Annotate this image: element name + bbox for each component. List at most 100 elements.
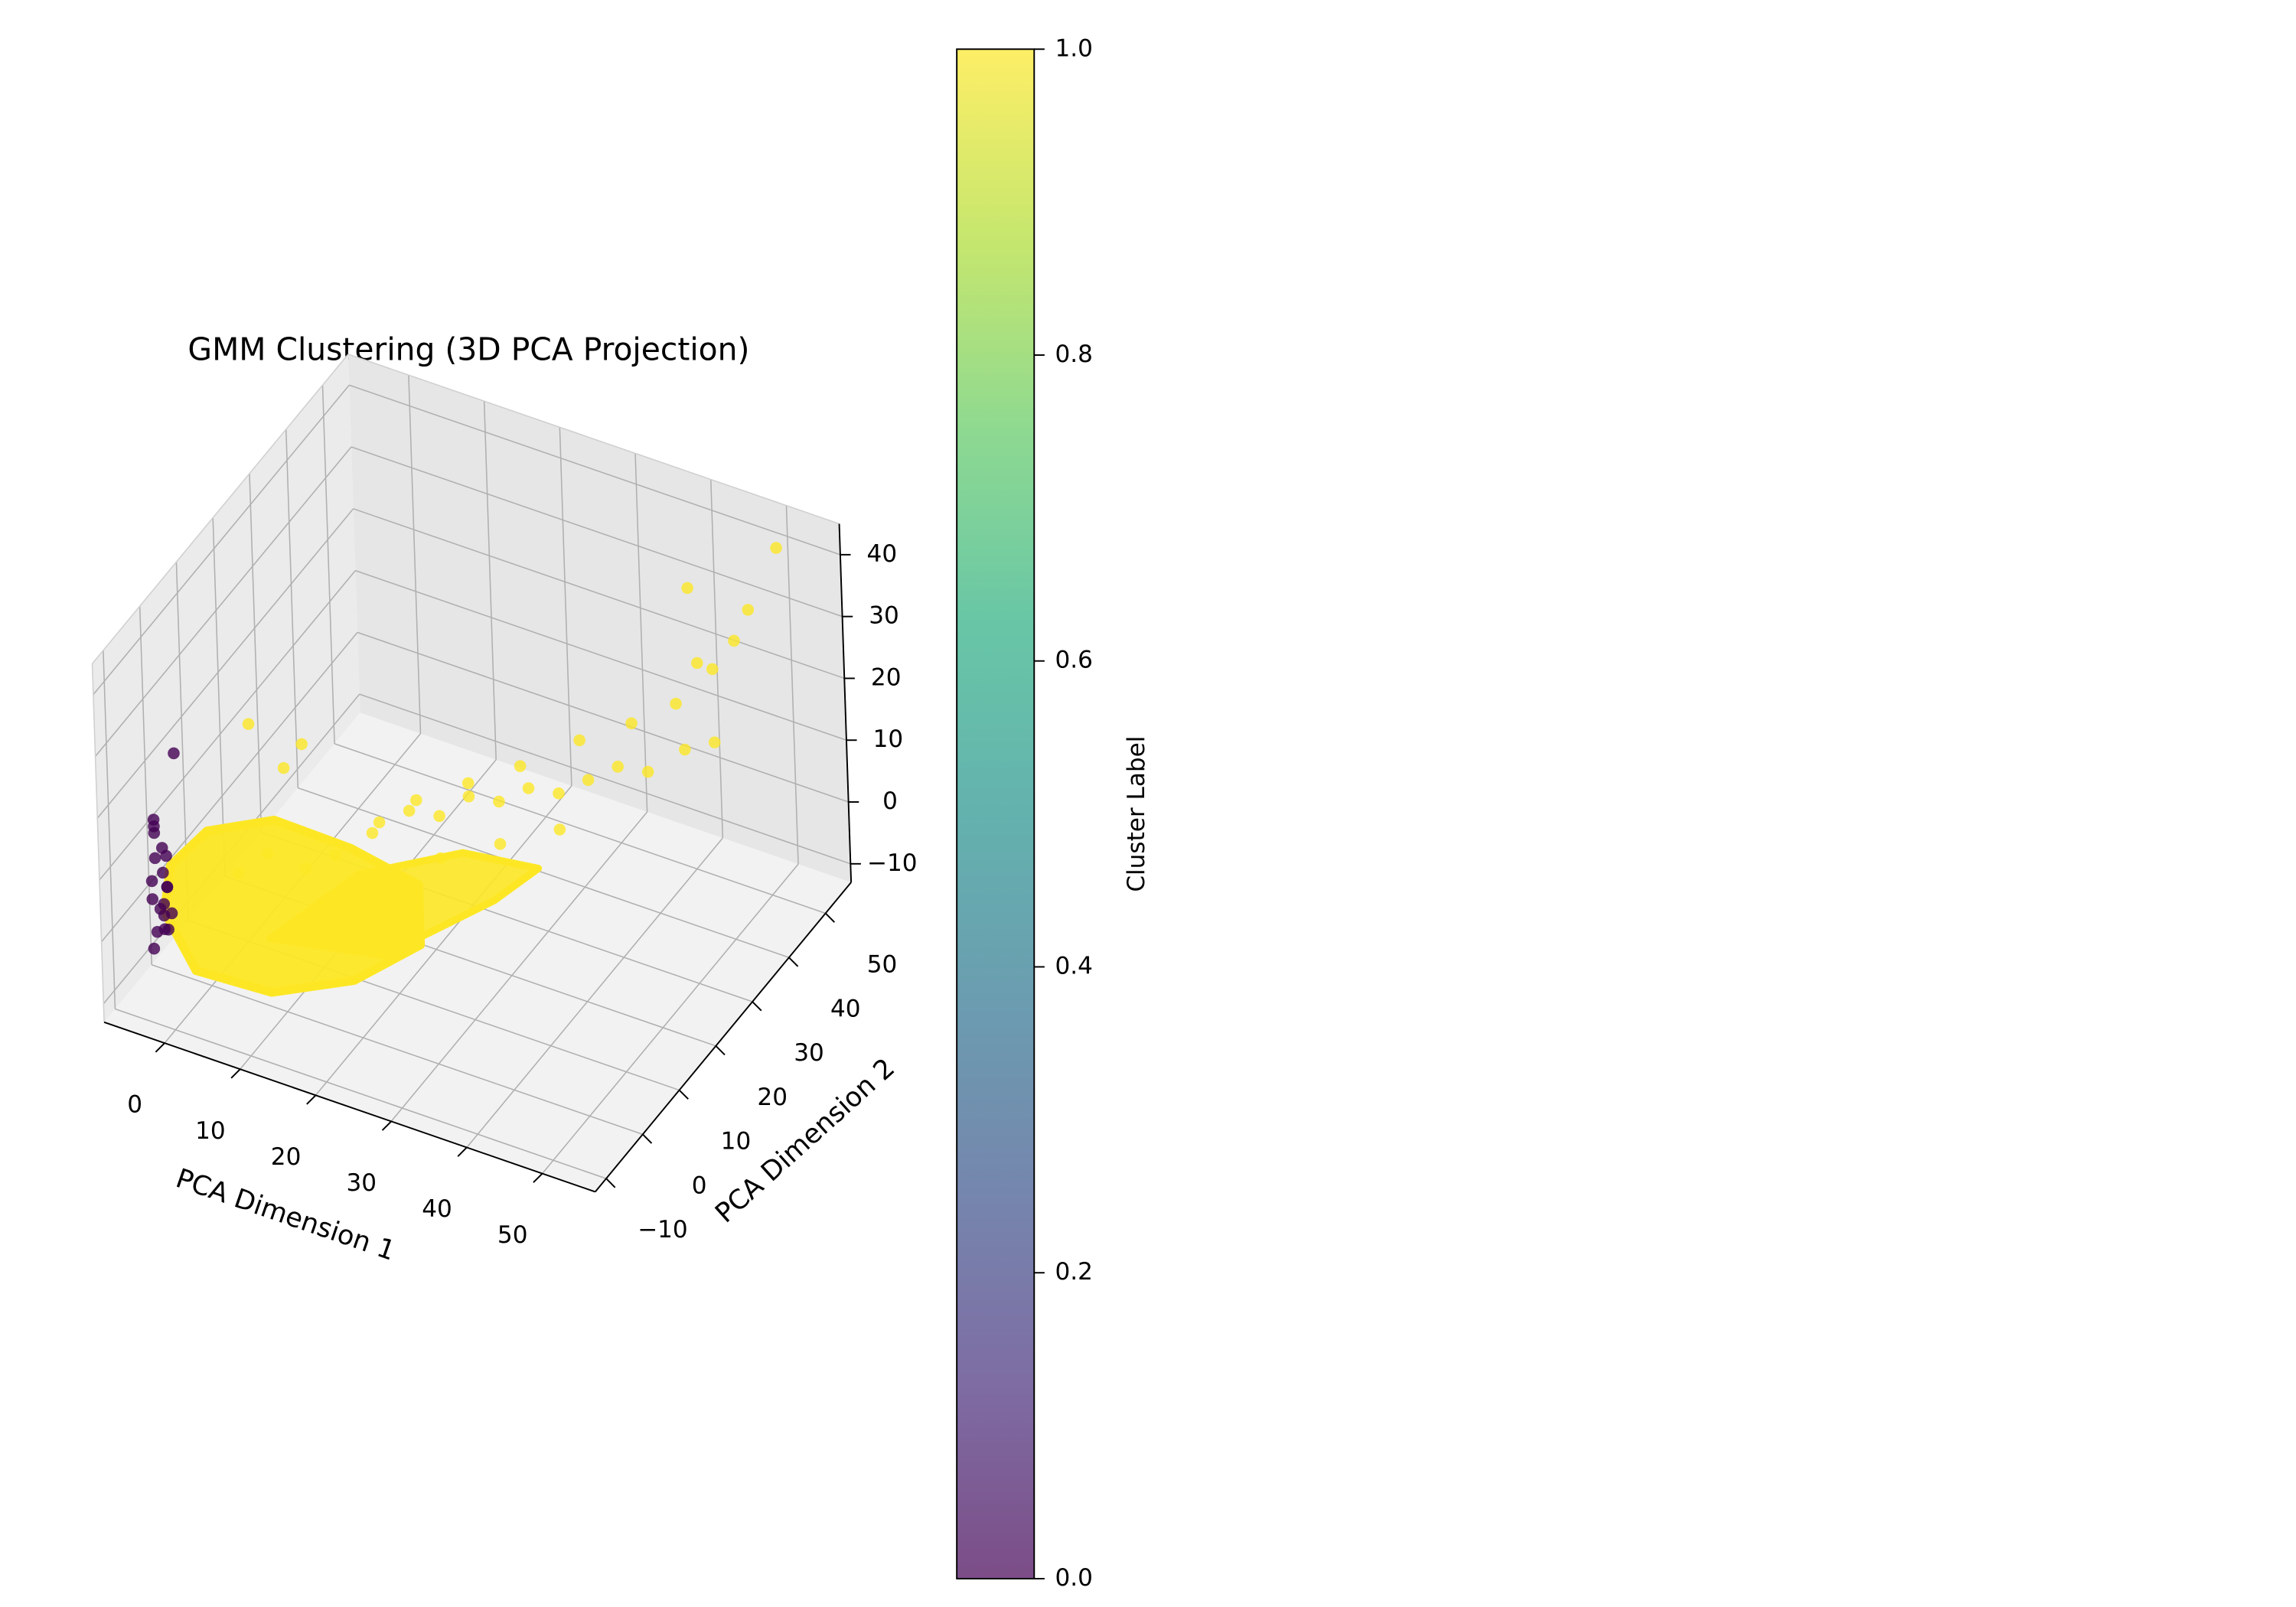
z-gridline-back [351,446,843,618]
x-tick-label: 10 [195,1117,226,1145]
data-point [433,810,445,823]
cluster-1-dense-core [160,815,543,997]
x-gridline-floor [390,811,648,1122]
data-point [494,838,507,850]
y-tick-label: 30 [794,1039,824,1067]
z-gridline-back [353,508,845,680]
data-point [681,582,693,595]
z-gridline-left [96,508,354,819]
colorbar-tick-label: 0.0 [1055,1564,1092,1592]
x-axis-line [103,1021,596,1193]
data-point [262,847,274,860]
x-tick-label: 40 [422,1195,452,1223]
x-gridline-back [408,375,422,734]
data-point [522,782,535,794]
data-point [582,774,595,787]
colorbar: 0.0 0.2 0.4 0.6 0.8 1.0 Cluster Label [956,34,1150,1592]
colorbar-label: Cluster Label [1123,736,1150,892]
data-point [708,736,721,748]
data-point [679,743,691,756]
y-gridline-left [212,517,226,877]
z-tick-label: −10 [867,849,918,877]
z-gridline-back [355,569,847,741]
y-tick-label: 0 [692,1172,707,1199]
z-gridline-left [99,570,356,881]
data-point [295,738,308,751]
x-tick-mark [457,1146,468,1157]
chart-title: GMM Clustering (3D PCA Projection) [188,331,749,368]
y-tick-label: 40 [830,995,861,1022]
colorbar-gradient [956,48,1035,1579]
z-axis-line [838,523,853,883]
data-point [168,747,180,760]
y-tick-label: 10 [721,1128,752,1156]
z-tick-label: 40 [867,540,898,568]
y-tick-mark [788,957,799,967]
pane-edge [91,354,349,664]
data-point [770,542,782,554]
data-point [158,909,171,922]
y-tick-mark [642,1133,653,1144]
data-point [706,663,719,676]
series-cluster-0 [145,747,180,955]
x-gridline-back [559,427,572,786]
colorbar-tick-label: 0.8 [1055,341,1092,368]
back-pane [347,354,852,883]
colorbar-tick-label: 0.2 [1055,1258,1092,1286]
data-point [553,787,565,800]
data-point [625,717,638,729]
y-gridline-left [321,385,335,744]
data-point [299,862,312,875]
y-tick-mark [752,1001,762,1012]
y-tick-label: 50 [867,951,898,979]
z-gridline-back [357,631,849,803]
data-point [155,842,168,854]
y-tick-label: 20 [757,1084,788,1111]
x-gridline-back [785,505,799,865]
y-gridline-floor [334,743,826,914]
data-point [148,942,161,955]
data-point [434,852,447,865]
z-gridline-left [101,631,358,943]
data-point [410,794,422,807]
x-tick-label: 20 [271,1143,302,1171]
data-point [742,604,755,616]
x-tick-mark [306,1094,317,1105]
data-point [641,765,654,778]
z-tick-label: 20 [871,663,902,691]
series-cluster-1 [232,542,782,882]
z-tick-label: 30 [869,602,899,630]
data-point [670,697,682,710]
data-point [403,804,416,817]
colorbar-tick-label: 0.4 [1055,952,1092,980]
z-tick-label: 0 [882,787,898,815]
x-gridline-back [634,453,648,813]
data-point [373,816,386,829]
y-gridline-floor [298,787,790,958]
data-point [691,657,703,670]
data-point [329,849,342,862]
data-point [612,761,625,773]
data-point [161,881,174,893]
data-point [553,823,566,836]
x-tick-mark [230,1068,241,1079]
y-gridline-left [285,429,299,788]
data-point [146,893,159,905]
data-point [461,777,475,790]
y-gridline-left [249,473,263,833]
data-point [242,718,255,730]
z-gridline-back [359,693,851,865]
data-point [145,875,158,888]
data-point [366,826,379,839]
x-tick-label: 0 [127,1091,142,1119]
y-tick-label: −10 [638,1216,688,1244]
y-tick-mark [824,912,836,923]
x-gridline-back [483,401,497,760]
data-point [147,813,160,826]
z-gridline-left [93,384,350,696]
x-gridline-floor [466,837,723,1148]
x-tick-mark [155,1042,165,1053]
data-point [352,870,365,882]
